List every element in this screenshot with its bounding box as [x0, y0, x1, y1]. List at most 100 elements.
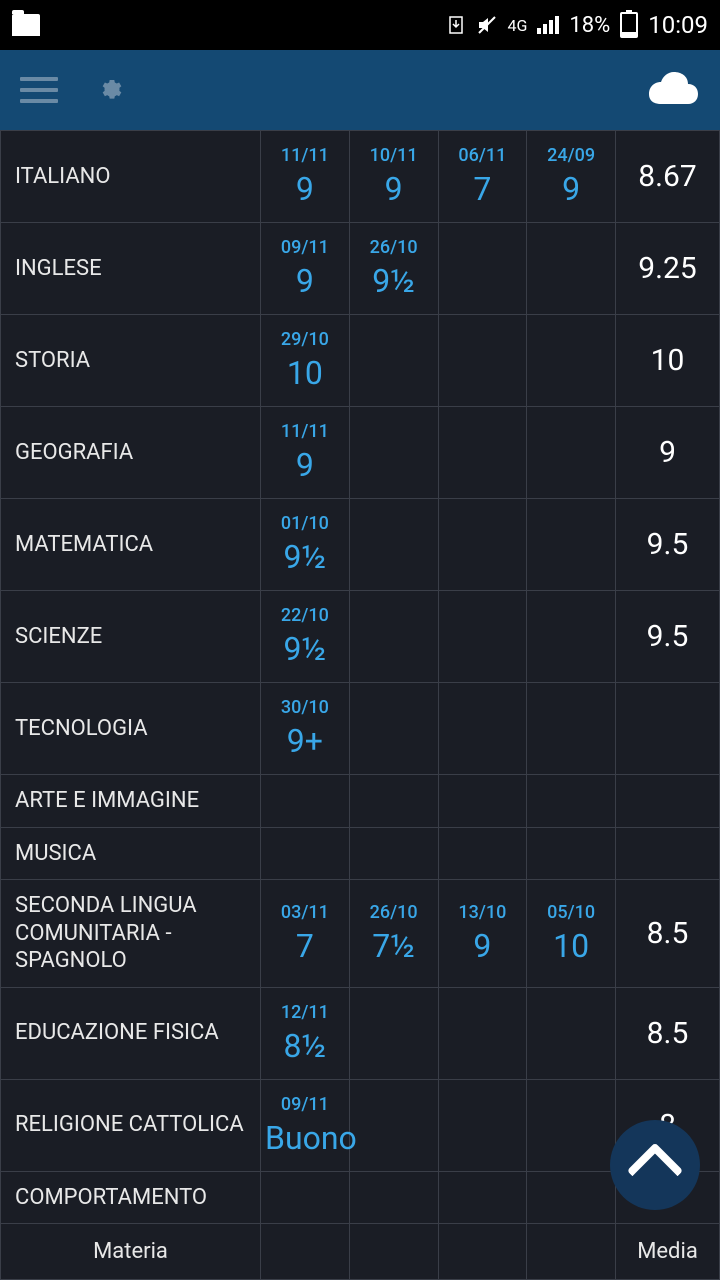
grade-date: 06/11: [443, 145, 523, 166]
grade-cell[interactable]: 29/1010: [261, 315, 350, 407]
grade-cell[interactable]: [438, 499, 527, 591]
grade-cell[interactable]: [527, 1079, 616, 1171]
grade-cell[interactable]: [527, 407, 616, 499]
grade-cell[interactable]: 26/109½: [349, 223, 438, 315]
download-icon: [446, 15, 466, 35]
subject-name: ARTE E IMMAGINE: [1, 775, 261, 828]
table-footer: MateriaMedia: [1, 1224, 720, 1280]
subject-name: STORIA: [1, 315, 261, 407]
grade-cell[interactable]: [438, 591, 527, 683]
grade-cell[interactable]: 24/099: [527, 131, 616, 223]
signal-icon: [537, 16, 559, 34]
grade-date: 24/09: [531, 145, 611, 166]
grade-cell[interactable]: [438, 683, 527, 775]
media-value: [616, 827, 720, 880]
grade-cell[interactable]: 12/118½: [261, 987, 350, 1079]
grade-cell[interactable]: [438, 1171, 527, 1224]
grade-cell[interactable]: 30/109+: [261, 683, 350, 775]
grade-cell[interactable]: 09/119: [261, 223, 350, 315]
media-value: [616, 683, 720, 775]
grade-cell[interactable]: [527, 775, 616, 828]
network-type: 4G: [508, 16, 528, 35]
table-row[interactable]: STORIA29/101010: [1, 315, 720, 407]
subject-name: GEOGRAFIA: [1, 407, 261, 499]
grade-cell[interactable]: [349, 499, 438, 591]
grade-cell[interactable]: [349, 315, 438, 407]
grade-date: 26/10: [354, 902, 434, 923]
grade-cell[interactable]: [527, 683, 616, 775]
table-row[interactable]: GEOGRAFIA11/1199: [1, 407, 720, 499]
chevron-up-icon: [627, 1142, 684, 1199]
grade-value: 9: [265, 262, 345, 300]
grade-cell[interactable]: [349, 987, 438, 1079]
grade-cell[interactable]: [438, 407, 527, 499]
grade-date: 09/11: [265, 1094, 345, 1115]
grade-cell[interactable]: [527, 499, 616, 591]
grade-cell[interactable]: 03/117: [261, 880, 350, 988]
table-row[interactable]: SECONDA LINGUA COMUNITARIA - SPAGNOLO03/…: [1, 880, 720, 988]
grade-cell[interactable]: [527, 223, 616, 315]
grade-date: 22/10: [265, 605, 345, 626]
grade-cell[interactable]: [527, 315, 616, 407]
footer-media-label: Media: [616, 1224, 720, 1280]
grade-value: 9½: [265, 538, 345, 576]
grade-cell[interactable]: [438, 827, 527, 880]
grade-cell[interactable]: 11/119: [261, 131, 350, 223]
grade-cell[interactable]: [438, 987, 527, 1079]
media-value: [616, 775, 720, 828]
settings-button[interactable]: [98, 73, 126, 108]
grade-cell[interactable]: [527, 987, 616, 1079]
grade-date: 12/11: [265, 1002, 345, 1023]
grade-cell[interactable]: [349, 775, 438, 828]
clock: 10:09: [648, 11, 708, 39]
grade-cell[interactable]: [349, 827, 438, 880]
grade-cell[interactable]: [261, 827, 350, 880]
grade-cell[interactable]: 05/1010: [527, 880, 616, 988]
battery-icon: [620, 12, 638, 38]
table-row[interactable]: ARTE E IMMAGINE: [1, 775, 720, 828]
grade-value: 9+: [265, 722, 345, 760]
grade-cell[interactable]: 11/119: [261, 407, 350, 499]
media-value: 9.25: [616, 223, 720, 315]
grade-date: 26/10: [354, 237, 434, 258]
table-row[interactable]: ITALIANO11/11910/11906/11724/0998.67: [1, 131, 720, 223]
grade-cell[interactable]: [349, 1171, 438, 1224]
table-row[interactable]: MATEMATICA01/109½9.5: [1, 499, 720, 591]
grade-cell[interactable]: 01/10 9½: [261, 499, 350, 591]
grade-cell[interactable]: [438, 775, 527, 828]
grade-cell[interactable]: 22/109½: [261, 591, 350, 683]
mute-icon: [476, 14, 498, 36]
scroll-up-button[interactable]: [610, 1120, 700, 1210]
grade-date: 29/10: [265, 329, 345, 350]
table-row[interactable]: SCIENZE22/109½9.5: [1, 591, 720, 683]
table-row[interactable]: EDUCAZIONE FISICA12/118½8.5: [1, 987, 720, 1079]
grade-cell[interactable]: [438, 315, 527, 407]
grade-cell[interactable]: [438, 223, 527, 315]
grades-table: ITALIANO11/11910/11906/11724/0998.67INGL…: [0, 130, 720, 1280]
menu-button[interactable]: [20, 77, 58, 103]
grade-cell[interactable]: [261, 1171, 350, 1224]
table-row[interactable]: TECNOLOGIA30/109+: [1, 683, 720, 775]
grade-cell[interactable]: [527, 827, 616, 880]
grade-cell[interactable]: [349, 683, 438, 775]
grade-cell[interactable]: [349, 1079, 438, 1171]
grade-cell[interactable]: 06/117: [438, 131, 527, 223]
grade-cell[interactable]: 09/11Buono: [261, 1079, 350, 1171]
grade-cell[interactable]: 13/109: [438, 880, 527, 988]
media-value: 9.5: [616, 591, 720, 683]
grade-cell[interactable]: 10/119: [349, 131, 438, 223]
table-row[interactable]: INGLESE09/11926/109½9.25: [1, 223, 720, 315]
table-row[interactable]: MUSICA: [1, 827, 720, 880]
grade-cell[interactable]: [349, 591, 438, 683]
grade-cell[interactable]: [261, 775, 350, 828]
grade-cell[interactable]: [527, 591, 616, 683]
grade-date: 05/10: [531, 902, 611, 923]
grade-cell[interactable]: [438, 1079, 527, 1171]
grade-date: 11/11: [265, 145, 345, 166]
grade-cell[interactable]: [349, 407, 438, 499]
grade-cell[interactable]: 26/107½: [349, 880, 438, 988]
cloud-button[interactable]: [646, 70, 700, 110]
status-bar: 4G 18% 10:09: [0, 0, 720, 50]
grade-cell[interactable]: [527, 1171, 616, 1224]
grade-date: 01/10: [265, 513, 345, 534]
